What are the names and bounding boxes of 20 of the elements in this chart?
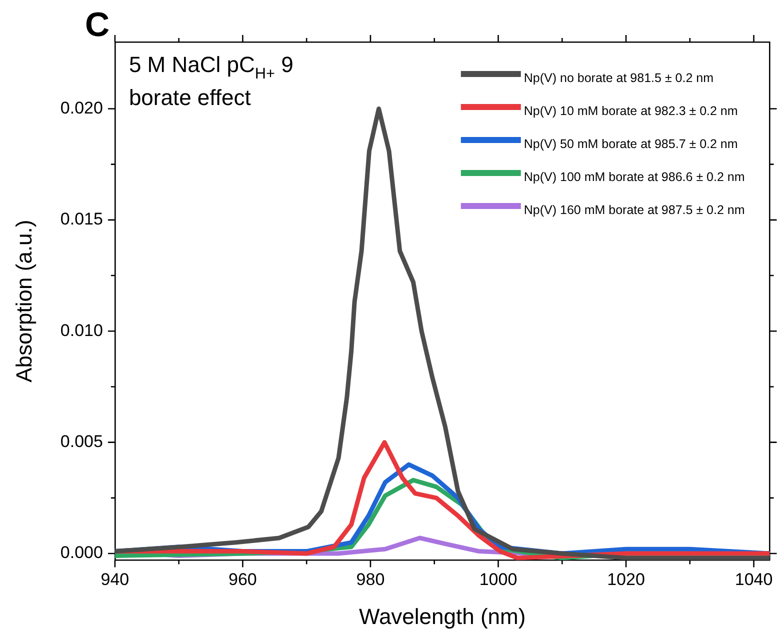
x-tick-label: 980 <box>356 570 385 590</box>
x-tick-label: 1000 <box>479 570 518 590</box>
y-tick-label: 0.020 <box>60 98 103 118</box>
y-tick-label: 0.015 <box>60 210 103 229</box>
legend-label: Np(V) 10 mM borate at 982.3 ± 0.2 nm <box>524 104 738 118</box>
legend-label: Np(V) no borate at 981.5 ± 0.2 nm <box>524 71 714 85</box>
y-tick-label: 0.005 <box>60 432 103 452</box>
y-axis-title: Absorption (a.u.) <box>11 220 36 382</box>
y-tick-label: 0.000 <box>60 543 103 562</box>
x-tick-label: 940 <box>100 570 130 590</box>
x-tick-label: 1040 <box>734 570 773 590</box>
legend-label: Np(V) 50 mM borate at 985.7 ± 0.2 nm <box>524 137 738 151</box>
chart-title: C <box>85 6 110 44</box>
legend-label: Np(V) 160 mM borate at 987.5 ± 0.2 nm <box>524 203 745 217</box>
annotation: borate effect <box>128 85 251 110</box>
x-tick-label: 1020 <box>607 570 645 590</box>
legend-label: Np(V) 100 mM borate at 986.6 ± 0.2 nm <box>524 170 745 184</box>
y-tick-label: 0.010 <box>60 320 103 340</box>
x-tick-label: 960 <box>228 570 257 590</box>
x-axis-title: Wavelength (nm) <box>358 604 526 629</box>
